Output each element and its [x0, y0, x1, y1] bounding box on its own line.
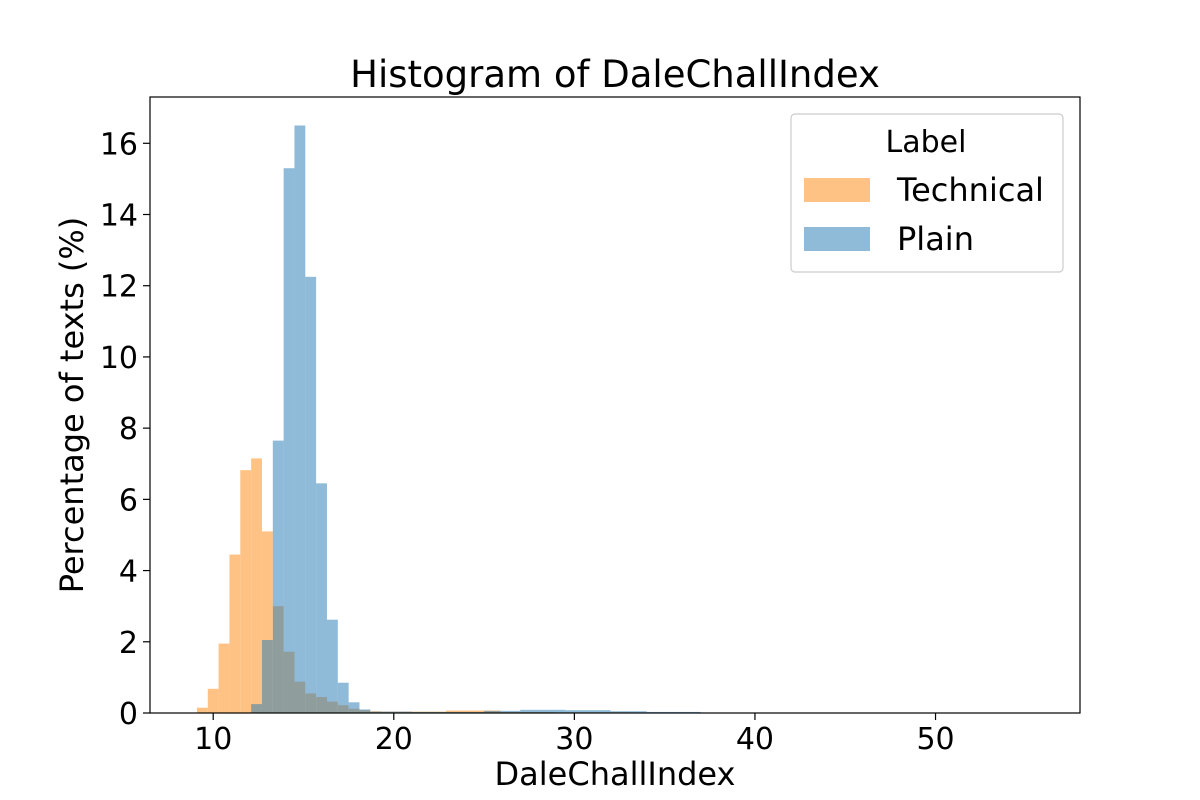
bar-plain-0 — [251, 704, 262, 713]
legend-label-technical: Technical — [896, 171, 1044, 209]
bar-plain-3 — [283, 168, 295, 713]
legend-label-plain: Plain — [897, 220, 974, 258]
bar-plain-14 — [520, 709, 566, 713]
y-tick-label: 0 — [119, 697, 138, 732]
bar-technical-19 — [446, 710, 501, 713]
bar-technical-2 — [218, 643, 230, 713]
y-tick-label: 14 — [100, 199, 138, 234]
y-axis-ticks: 0 2 4 6 8 10 12 14 16 — [100, 127, 150, 732]
bar-plain-10 — [359, 709, 371, 713]
x-tick-label: 10 — [194, 722, 232, 757]
y-tick-label: 12 — [100, 270, 138, 305]
y-tick-label: 6 — [119, 483, 138, 518]
legend: Label Technical Plain — [790, 113, 1064, 273]
plot-area — [196, 125, 701, 714]
bar-plain-13 — [484, 710, 521, 713]
bar-plain-9 — [348, 702, 360, 713]
y-tick-label: 8 — [119, 412, 138, 447]
x-axis-ticks: 10 20 30 40 50 — [194, 713, 955, 757]
bar-plain-8 — [337, 682, 349, 713]
axes-frame — [149, 96, 1081, 714]
bar-plain-6 — [316, 483, 327, 713]
bar-plain-7 — [326, 619, 338, 713]
x-axis-label: DaleChallIndex — [495, 755, 736, 793]
legend-swatch-plain — [804, 227, 870, 251]
legend-swatch-technical — [804, 178, 870, 202]
y-tick-label: 16 — [100, 127, 138, 162]
bar-plain-16 — [610, 711, 647, 713]
x-tick-label: 20 — [375, 722, 413, 757]
series-plain — [251, 125, 701, 714]
bar-technical-4 — [240, 470, 252, 713]
chart-title: Histogram of DaleChallIndex — [350, 53, 880, 96]
bar-technical-1 — [207, 688, 219, 713]
y-axis-label: Percentage of texts (%) — [53, 217, 91, 594]
y-tick-label: 2 — [119, 626, 138, 661]
bar-technical-3 — [229, 554, 241, 713]
legend-title: Label — [886, 125, 967, 160]
bar-plain-15 — [565, 710, 611, 713]
bar-plain-5 — [305, 276, 317, 713]
bar-technical-0 — [196, 707, 208, 713]
bar-plain-4 — [294, 125, 306, 714]
bar-technical-6 — [261, 531, 273, 713]
bar-technical-5 — [251, 458, 262, 713]
x-tick-label: 50 — [916, 722, 954, 757]
x-tick-label: 40 — [736, 722, 774, 757]
bar-plain-1 — [261, 640, 273, 713]
bar-plain-11 — [370, 711, 412, 713]
y-tick-label: 4 — [119, 555, 138, 590]
x-tick-label: 30 — [555, 722, 593, 757]
bar-plain-2 — [272, 440, 284, 713]
y-tick-label: 10 — [100, 341, 138, 376]
